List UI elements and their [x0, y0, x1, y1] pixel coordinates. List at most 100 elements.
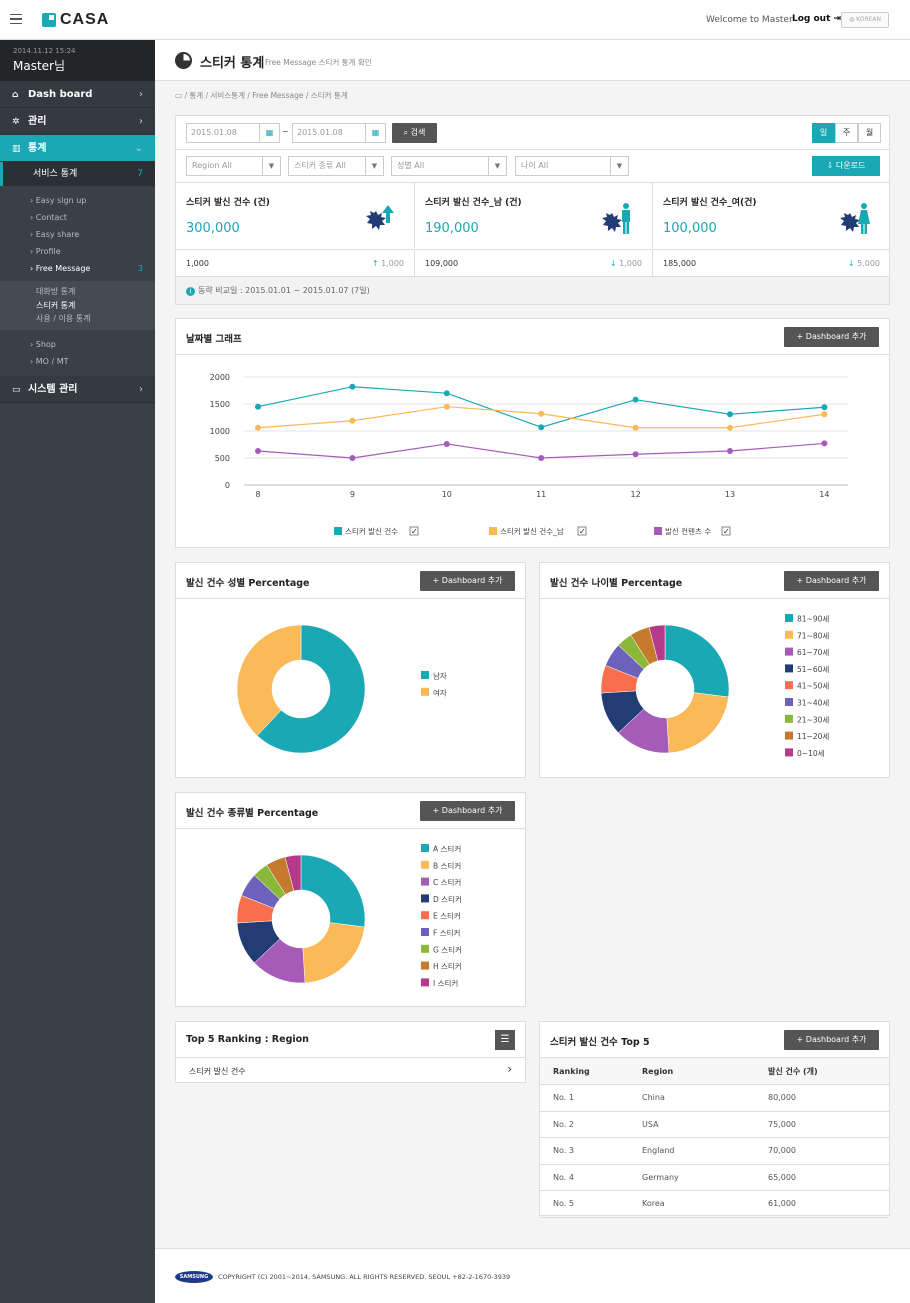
legend-checkbox[interactable] — [577, 526, 587, 536]
search-button[interactable]: ⌕ 검색 — [392, 123, 437, 143]
home-icon: ⌂ — [12, 90, 19, 100]
stat-value: 190,000 — [425, 221, 479, 236]
y-tick-label: 1500 — [210, 400, 230, 409]
nav-management[interactable]: ✲ 관리 › — [0, 108, 155, 135]
data-point — [349, 455, 356, 461]
stat-base: 185,000 — [663, 259, 697, 268]
legend-checkbox[interactable] — [409, 526, 419, 536]
legend-swatch — [421, 978, 429, 987]
data-point — [632, 424, 639, 431]
legend-label: F 스티커 — [433, 929, 460, 938]
menu-chatroom-stats[interactable]: 대화방 통계 — [36, 287, 76, 296]
period-day[interactable]: 일 — [812, 123, 835, 143]
menu-profile[interactable]: › Profile — [30, 247, 61, 256]
period-week[interactable]: 주 — [835, 123, 858, 143]
gender-select[interactable]: 성별 All ▼ — [391, 156, 507, 176]
legend-label: D 스티커 — [433, 895, 462, 904]
nav-system[interactable]: ▭ 시스템 관리 › — [0, 375, 155, 403]
x-tick-label: 9 — [350, 490, 355, 499]
stat-compare-total: 1,000 ↑ 1,000 — [176, 249, 414, 277]
legend-checkbox[interactable] — [721, 526, 731, 536]
calendar-icon[interactable]: ▦ — [259, 124, 279, 142]
chevron-right-icon[interactable]: › — [507, 1062, 512, 1076]
stat-compare-female: 185,000 ↓ 5,000 — [652, 249, 890, 277]
nav-dashboard[interactable]: ⌂ Dash board › — [0, 81, 155, 108]
period-month[interactable]: 월 — [858, 123, 881, 143]
menu-easy-share[interactable]: › Easy share — [30, 230, 80, 239]
data-point — [538, 455, 545, 461]
top5-card: 스티커 발신 건수 Top 5 + Dashboard 추가 Ranking R… — [539, 1021, 890, 1218]
legend-swatch — [421, 844, 429, 852]
menu-icon[interactable] — [10, 14, 22, 24]
menu-sticker-stats[interactable]: 스티커 통계 — [36, 300, 76, 310]
table-cell: No. 1 — [540, 1084, 629, 1112]
date-to-input[interactable]: 2015.01.08 ▦ — [292, 123, 386, 143]
data-point — [349, 417, 356, 424]
add-dashboard-button[interactable]: + Dashboard 추가 — [784, 1030, 879, 1050]
card-title: 발신 건수 종류별 Percentage — [186, 808, 319, 819]
menu-usage-stats[interactable]: 사용 / 이용 통계 — [36, 314, 91, 323]
app-name: CASA — [60, 11, 110, 28]
count-badge: 3 — [137, 264, 143, 273]
sticker-type-select[interactable]: 스티커 종류 All ▼ — [288, 156, 384, 176]
globe-icon: ◍ — [848, 16, 855, 23]
ranking-item[interactable]: 스티커 발신 건수 — [189, 1067, 246, 1076]
stat-compare-male: 109,000 ↓ 1,000 — [414, 249, 652, 277]
data-point — [255, 424, 261, 431]
menu-free-message[interactable]: › Free Message 3 — [30, 260, 155, 277]
logout-link[interactable]: Log out ⇥ — [792, 14, 842, 24]
chevron-right-icon: › — [139, 116, 143, 127]
table-row: No. 5 Korea 61,000 — [540, 1190, 889, 1218]
download-button[interactable]: ⇩ 다운로드 — [812, 156, 880, 176]
add-dashboard-button[interactable]: + Dashboard 추가 — [784, 571, 879, 591]
date-from-input[interactable]: 2015.01.08 ▦ — [186, 123, 280, 143]
y-tick-label: 2000 — [210, 373, 230, 382]
calendar-icon[interactable]: ▦ — [365, 124, 385, 142]
menu-easy-sign-up[interactable]: › Easy sign up — [30, 196, 87, 205]
nav-statistics[interactable]: ▥ 통계 ⌄ — [0, 135, 155, 162]
column-header: 발신 건수 (개) — [755, 1058, 889, 1085]
arrow-down-icon: ↓ — [847, 259, 855, 268]
table-row: No. 2 USA 75,000 — [540, 1111, 889, 1138]
menu-contact[interactable]: › Contact — [30, 213, 67, 222]
data-point — [632, 396, 639, 403]
region-select[interactable]: Region All ▼ — [186, 156, 281, 176]
menu-shop[interactable]: › Shop — [30, 339, 56, 349]
page-title: 스티커 통계 — [200, 56, 265, 71]
legend-swatch — [785, 698, 793, 706]
datetime: 2014.11.12 15:24 — [13, 47, 76, 55]
arrow-down-icon: ↓ — [609, 259, 617, 268]
date-separator: ~ — [282, 127, 289, 136]
list-menu-icon[interactable]: ☰ — [495, 1030, 515, 1050]
age-pie-card: 발신 건수 나이별 Percentage + Dashboard 추가 81~9… — [539, 562, 890, 778]
legend-swatch — [421, 671, 429, 679]
nav-service-stats[interactable]: 서비스 통계 7 — [0, 162, 155, 186]
table-cell: No. 5 — [540, 1190, 629, 1218]
legend-label: 81~90세 — [797, 615, 829, 624]
language-button[interactable]: ◍ KOREAN — [841, 12, 889, 28]
count-badge: 7 — [137, 169, 143, 179]
data-point — [727, 411, 733, 418]
add-dashboard-button[interactable]: + Dashboard 추가 — [420, 801, 515, 821]
legend-label: 남자 — [433, 672, 447, 681]
add-dashboard-button[interactable]: + Dashboard 추가 — [784, 327, 879, 347]
stat-label: 스티커 발신 건수_여(건) — [663, 198, 757, 208]
breadcrumb: ▭ / 통계 / 서비스통계 / Free Message / 스티커 통계 — [175, 91, 348, 100]
legend-swatch — [421, 961, 429, 970]
card-title: Top 5 Ranking : Region — [186, 1034, 309, 1045]
username: Master님 — [13, 59, 66, 73]
stat-label: 스티커 발신 건수_남 (건) — [425, 198, 522, 208]
age-select[interactable]: 나이 All ▼ — [515, 156, 629, 176]
x-tick-label: 8 — [255, 490, 260, 499]
menu-mo-mt[interactable]: › MO / MT — [30, 356, 69, 366]
pie-slice — [300, 854, 366, 928]
line-chart: 0 500 1000 1500 2000 8 9 10 11 12 13 14 스티커 발신 건수 ✓ 스티… — [210, 373, 848, 536]
logo[interactable]: CASA — [42, 11, 109, 29]
legend-swatch — [785, 681, 793, 690]
add-dashboard-button[interactable]: + Dashboard 추가 — [420, 571, 515, 591]
legend-swatch — [421, 911, 429, 920]
gender-pie-card: 발신 건수 성별 Percentage + Dashboard 추가 남자 여자 — [175, 562, 526, 778]
user-panel: 2014.11.12 15:24 Master님 — [0, 40, 155, 81]
table-header: Ranking Region 발신 건수 (개) — [540, 1058, 889, 1085]
pie-slice — [236, 624, 302, 737]
